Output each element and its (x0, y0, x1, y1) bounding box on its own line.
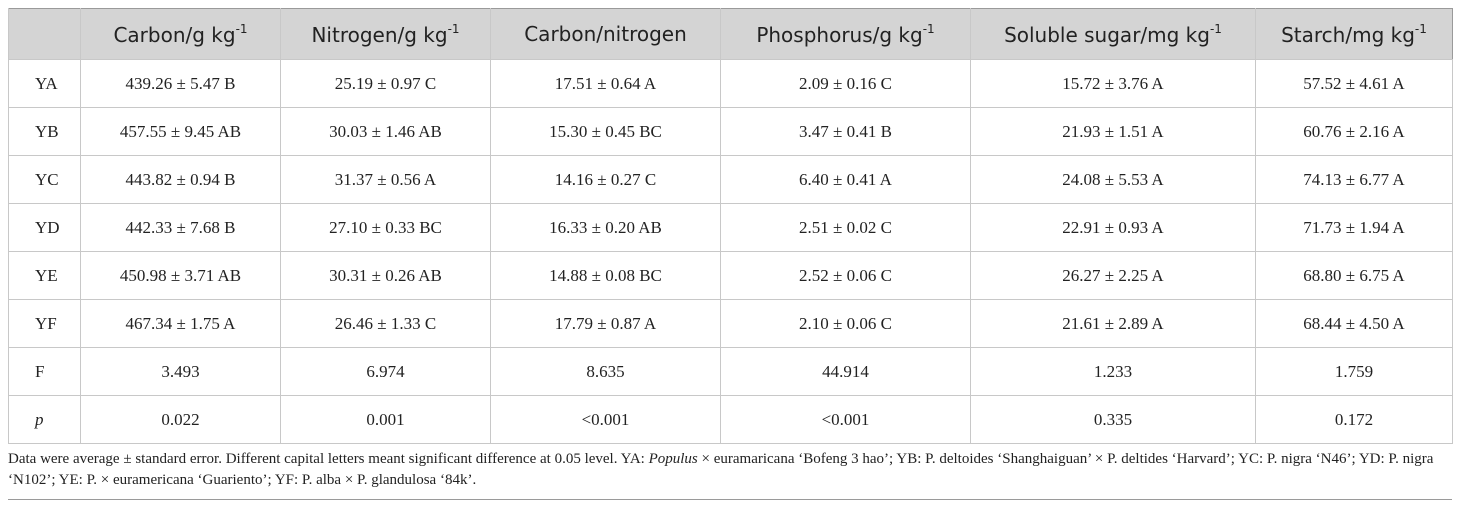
table-cell: 25.19 ± 0.97 C (280, 59, 491, 108)
data-table: Carbon/g kg-1 Nitrogen/g kg-1 Carbon/nitro… (8, 8, 1453, 444)
header-cell: Carbon/g kg-1 (80, 8, 281, 60)
table-cell: 0.172 (1255, 395, 1453, 444)
table-cell: 17.51 ± 0.64 A (490, 59, 721, 108)
table-cell: 30.31 ± 0.26 AB (280, 251, 491, 300)
table-row: YC 443.82 ± 0.94 B 31.37 ± 0.56 A 14.16 ± 0… (8, 155, 1453, 204)
table-cell: 44.914 (720, 347, 971, 396)
row-label: YB (8, 107, 81, 156)
row-label: F (8, 347, 81, 396)
table-cell: 17.79 ± 0.87 A (490, 299, 721, 348)
row-label: YF (8, 299, 81, 348)
table-cell: 27.10 ± 0.33 BC (280, 203, 491, 252)
row-label-text: YF (35, 313, 57, 333)
table-cell: 74.13 ± 6.77 A (1255, 155, 1453, 204)
header-superscript: -1 (1414, 21, 1427, 36)
table-row: p 0.022 0.001 <0.001 <0.001 0.335 0.172 (8, 395, 1453, 444)
footnote-text: × euramaricana ‘Bofeng 3 hao’; YB: P. de… (8, 451, 1434, 488)
table-cell: <0.001 (490, 395, 721, 444)
table-cell: 14.88 ± 0.08 BC (490, 251, 721, 300)
header-superscript: -1 (922, 21, 935, 36)
row-label: YD (8, 203, 81, 252)
footnote: Data were average ± standard error. Diff… (8, 444, 1452, 500)
row-label-text: YA (35, 73, 58, 93)
header-text: Carbon/g kg (113, 22, 236, 47)
footnote-text: Data were average ± standard error. Diff… (8, 451, 649, 467)
table-cell: 439.26 ± 5.47 B (80, 59, 281, 108)
table-cell: 15.72 ± 3.76 A (970, 59, 1256, 108)
table-row: YA 439.26 ± 5.47 B 25.19 ± 0.97 C 17.51 ± 0… (8, 59, 1453, 108)
header-cell: Soluble sugar/mg kg-1 (970, 8, 1256, 60)
table-cell: 2.09 ± 0.16 C (720, 59, 971, 108)
table-cell: 26.46 ± 1.33 C (280, 299, 491, 348)
table-cell: 68.44 ± 4.50 A (1255, 299, 1453, 348)
table-cell: 1.233 (970, 347, 1256, 396)
table-cell: 1.759 (1255, 347, 1453, 396)
table-cell: 68.80 ± 6.75 A (1255, 251, 1453, 300)
table-wrap: Carbon/g kg-1 Nitrogen/g kg-1 Carbon/nitro… (8, 8, 1453, 500)
table-cell: 22.91 ± 0.93 A (970, 203, 1256, 252)
table-row: YD 442.33 ± 7.68 B 27.10 ± 0.33 BC 16.33 ± … (8, 203, 1453, 252)
row-label-text: YD (35, 217, 60, 237)
row-label: YA (8, 59, 81, 108)
table-row: YF 467.34 ± 1.75 A 26.46 ± 1.33 C 17.79 ± 0… (8, 299, 1453, 348)
table-cell: 2.10 ± 0.06 C (720, 299, 971, 348)
table-cell: 6.974 (280, 347, 491, 396)
header-superscript: -1 (1209, 21, 1222, 36)
table-cell: 0.001 (280, 395, 491, 444)
table-cell: 8.635 (490, 347, 721, 396)
table-cell: 31.37 ± 0.56 A (280, 155, 491, 204)
header-text: Soluble sugar/mg kg (1004, 22, 1210, 47)
table-cell: 6.40 ± 0.41 A (720, 155, 971, 204)
header-cell: Starch/mg kg-1 (1255, 8, 1453, 60)
row-label-text: YB (35, 121, 59, 141)
row-label: YE (8, 251, 81, 300)
header-cell: Nitrogen/g kg-1 (280, 8, 491, 60)
table-cell: 0.335 (970, 395, 1256, 444)
table-cell: 14.16 ± 0.27 C (490, 155, 721, 204)
row-label: p (8, 395, 81, 444)
header-cell: Phosphorus/g kg-1 (720, 8, 971, 60)
table-body: YA 439.26 ± 5.47 B 25.19 ± 0.97 C 17.51 ± 0… (8, 59, 1453, 444)
row-label-text: p (35, 409, 44, 429)
table-cell: 26.27 ± 2.25 A (970, 251, 1256, 300)
table-cell: 443.82 ± 0.94 B (80, 155, 281, 204)
table-row: YB 457.55 ± 9.45 AB 30.03 ± 1.46 AB 15.30 ±… (8, 107, 1453, 156)
header-superscript: -1 (235, 21, 248, 36)
header-text: Nitrogen/g kg (311, 22, 448, 47)
table-cell: 16.33 ± 0.20 AB (490, 203, 721, 252)
table-cell: 57.52 ± 4.61 A (1255, 59, 1453, 108)
table-cell: 60.76 ± 2.16 A (1255, 107, 1453, 156)
header-superscript: -1 (447, 21, 460, 36)
table-cell: 442.33 ± 7.68 B (80, 203, 281, 252)
row-label: YC (8, 155, 81, 204)
table-cell: 71.73 ± 1.94 A (1255, 203, 1453, 252)
table-cell: 30.03 ± 1.46 AB (280, 107, 491, 156)
row-label-text: YC (35, 169, 59, 189)
row-label-text: F (35, 361, 45, 381)
table-cell: 2.51 ± 0.02 C (720, 203, 971, 252)
table-cell: 467.34 ± 1.75 A (80, 299, 281, 348)
table-cell: 21.93 ± 1.51 A (970, 107, 1256, 156)
table-row: F 3.493 6.974 8.635 44.914 1.233 1.759 (8, 347, 1453, 396)
table-cell: 24.08 ± 5.53 A (970, 155, 1256, 204)
table-cell: 21.61 ± 2.89 A (970, 299, 1256, 348)
table-cell: 3.493 (80, 347, 281, 396)
footnote-text: Populus (648, 451, 698, 467)
table-cell: 457.55 ± 9.45 AB (80, 107, 281, 156)
header-row: Carbon/g kg-1 Nitrogen/g kg-1 Carbon/nitro… (8, 8, 1453, 60)
table-cell: 450.98 ± 3.71 AB (80, 251, 281, 300)
header-text: Carbon/nitrogen (524, 22, 687, 46)
table-cell: 0.022 (80, 395, 281, 444)
row-label-text: YE (35, 265, 58, 285)
table-cell: 3.47 ± 0.41 B (720, 107, 971, 156)
table-cell: <0.001 (720, 395, 971, 444)
header-text: Phosphorus/g kg (756, 22, 923, 47)
table-row: YE 450.98 ± 3.71 AB 30.31 ± 0.26 AB 14.88 ±… (8, 251, 1453, 300)
header-text: Starch/mg kg (1281, 22, 1415, 47)
header-cell (8, 8, 81, 60)
table-cell: 15.30 ± 0.45 BC (490, 107, 721, 156)
table-cell: 2.52 ± 0.06 C (720, 251, 971, 300)
header-cell: Carbon/nitrogen (490, 8, 721, 60)
